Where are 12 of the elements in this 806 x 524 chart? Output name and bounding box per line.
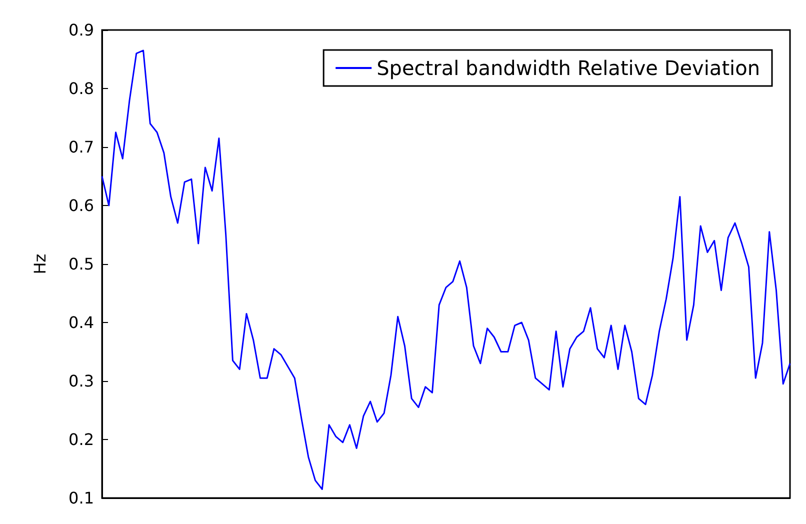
y-tick-label: 0.4: [68, 313, 94, 332]
y-tick-label: 0.1: [68, 488, 94, 508]
y-axis-title: Hz: [30, 254, 50, 274]
y-tick-label: 0.7: [68, 138, 94, 156]
legend-label: Spectral bandwidth Relative Deviation: [376, 56, 760, 80]
y-tick-label: 0.6: [68, 196, 94, 215]
y-tick-label: 0.2: [68, 430, 94, 449]
y-tick-label: 0.5: [68, 254, 94, 274]
y-tick-label: 0.8: [68, 79, 94, 98]
y-tick-label: 0.3: [68, 372, 94, 390]
y-tick-label: 0.9: [68, 20, 94, 40]
line-series: [101, 50, 791, 490]
